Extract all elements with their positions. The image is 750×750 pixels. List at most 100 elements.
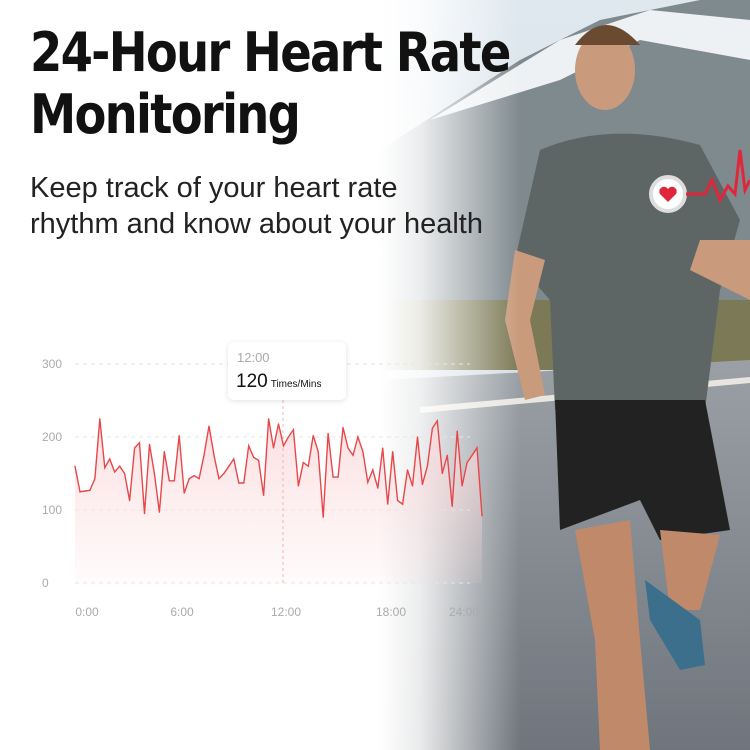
data-point xyxy=(163,451,165,453)
data-point xyxy=(188,478,190,480)
data-point xyxy=(193,475,195,477)
data-point xyxy=(94,478,96,480)
x-tick-label: 24:00 xyxy=(449,605,479,619)
data-point xyxy=(277,423,280,425)
data-point xyxy=(74,465,76,467)
data-point xyxy=(352,454,354,456)
data-point xyxy=(481,515,483,517)
data-point xyxy=(238,482,240,484)
data-point xyxy=(456,430,458,432)
data-point xyxy=(362,451,364,453)
data-point xyxy=(446,454,448,456)
data-point xyxy=(322,516,324,518)
y-tick-label: 200 xyxy=(42,430,62,444)
y-tick-label: 100 xyxy=(42,503,62,517)
x-tick-label: 12:00 xyxy=(271,605,301,619)
data-point xyxy=(138,442,141,444)
x-tick-label: 0:00 xyxy=(75,605,99,619)
data-point xyxy=(307,465,309,467)
data-point xyxy=(377,487,379,489)
tooltip-time: 12:00 xyxy=(237,350,270,365)
data-point xyxy=(332,476,334,478)
y-tick-label: 0 xyxy=(42,576,49,590)
data-point xyxy=(406,469,409,471)
data-point xyxy=(476,447,478,449)
data-point xyxy=(133,447,136,449)
data-point xyxy=(357,436,359,438)
data-point xyxy=(317,451,319,453)
data-point xyxy=(114,471,116,473)
data-point xyxy=(253,456,255,459)
data-point xyxy=(372,469,374,471)
data-point xyxy=(258,459,260,461)
data-point xyxy=(436,420,438,422)
data-point xyxy=(79,491,81,493)
data-point xyxy=(421,483,424,486)
data-point xyxy=(471,454,473,456)
data-point xyxy=(178,434,180,437)
data-point xyxy=(243,482,245,484)
data-point xyxy=(342,426,344,429)
tooltip-value: 120 xyxy=(236,371,268,392)
data-point xyxy=(416,436,419,438)
data-point xyxy=(218,478,220,480)
data-point xyxy=(466,461,468,464)
data-point xyxy=(461,485,463,487)
tooltip-unit: Times/Mins xyxy=(270,379,322,390)
data-point xyxy=(148,443,151,445)
data-point xyxy=(367,481,369,483)
data-point xyxy=(248,445,250,447)
data-point xyxy=(441,472,443,475)
data-point xyxy=(401,503,404,505)
heart-rate-chart: 0 100 200 300 0:00 6:00 12:00 18:00 24:00 xyxy=(42,357,483,619)
data-point xyxy=(183,492,185,494)
data-point xyxy=(143,513,146,515)
data-point xyxy=(267,418,270,420)
data-point xyxy=(109,458,111,460)
data-point xyxy=(228,465,230,467)
data-point xyxy=(198,478,200,480)
data-point xyxy=(292,429,294,431)
data-point xyxy=(347,447,349,449)
data-point xyxy=(173,480,175,482)
data-point xyxy=(337,476,339,478)
data-point xyxy=(128,499,131,502)
data-point xyxy=(297,485,299,487)
data-point xyxy=(203,454,205,456)
data-point xyxy=(213,454,215,456)
data-point xyxy=(312,434,314,437)
data-point xyxy=(392,451,394,453)
data-point xyxy=(451,505,453,507)
data-point xyxy=(89,489,91,491)
data-point xyxy=(387,503,389,505)
data-point xyxy=(282,445,285,447)
data-point xyxy=(119,465,121,467)
data-point xyxy=(411,485,414,487)
data-point xyxy=(272,447,275,449)
data-point xyxy=(426,465,429,467)
data-point xyxy=(104,467,106,469)
data-point xyxy=(302,461,304,464)
x-tick-label: 18:00 xyxy=(376,605,406,619)
data-point xyxy=(158,511,160,513)
data-point xyxy=(397,499,399,502)
data-point xyxy=(327,432,329,434)
subtext: Keep track of your heart rate rhythm and… xyxy=(30,172,483,240)
area-fill xyxy=(75,418,482,583)
data-point xyxy=(382,447,384,449)
data-point xyxy=(208,425,210,427)
data-point xyxy=(99,418,101,420)
data-point xyxy=(84,490,86,492)
chart-tooltip: 12:00 120 Times/Mins xyxy=(228,342,346,400)
data-point xyxy=(223,472,225,475)
y-tick-label: 300 xyxy=(42,357,62,371)
x-tick-label: 6:00 xyxy=(170,605,194,619)
data-point xyxy=(263,494,265,496)
data-point xyxy=(233,458,235,460)
data-point xyxy=(124,472,126,475)
headline: 24-Hour Heart Rate Monitoring xyxy=(30,21,511,146)
data-point xyxy=(153,472,156,475)
data-point xyxy=(287,436,290,438)
data-point xyxy=(431,427,433,429)
